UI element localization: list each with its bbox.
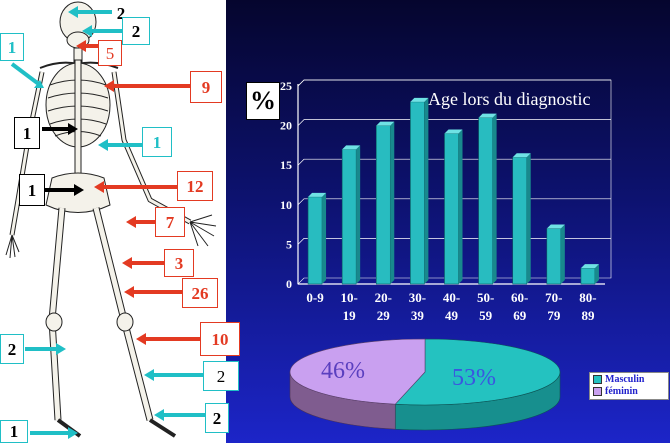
arrowhead (82, 25, 92, 37)
label-hand: 7 (155, 207, 185, 237)
label-hip: 12 (177, 171, 213, 201)
arrowhead (154, 409, 164, 421)
pie-legend: Masculin féminin (589, 372, 669, 400)
label-foot: 1 (0, 420, 28, 443)
arrow-shoulder (10, 62, 42, 87)
chart-title: Age lors du diagnostic (428, 89, 591, 109)
label-ribs-right: 1 (142, 127, 172, 157)
arrowhead (94, 181, 104, 193)
label-face: 5 (98, 40, 122, 66)
label-ankle: 2 (205, 403, 229, 433)
label-tibia-right: 2 (203, 361, 239, 391)
label-tibia-left: 2 (0, 334, 24, 364)
label-femur: 3 (164, 249, 194, 277)
label-chest: 9 (190, 71, 222, 103)
legend-swatch-feminin (593, 386, 602, 396)
arrowhead (104, 80, 114, 92)
label-femur-mid: 26 (182, 278, 218, 308)
left-knee (45, 312, 63, 332)
arrowhead (68, 6, 78, 18)
arrowhead (124, 286, 134, 298)
left-arm (10, 71, 44, 236)
right-hand (189, 214, 217, 247)
spine (74, 59, 82, 181)
label-pelvis: 1 (19, 174, 45, 206)
label-spine: 1 (14, 117, 40, 149)
arrowhead (122, 257, 132, 269)
legend-label-feminin: féminin (605, 385, 638, 397)
arrowhead (34, 80, 44, 88)
label-shoulder: 1 (0, 33, 24, 61)
legend-item-masculin: Masculin (590, 373, 668, 385)
label-skull-top: 2 (116, 3, 126, 23)
arrowhead (98, 139, 108, 151)
arrowhead (56, 343, 66, 355)
label-knee: 10 (200, 322, 240, 356)
left-hand (5, 234, 20, 259)
arrowheads (34, 6, 164, 439)
right-knee (116, 312, 134, 332)
arrowhead (74, 184, 84, 196)
arrowhead (144, 369, 154, 381)
y-axis-label: % (246, 82, 280, 120)
legend-item-feminin: féminin (590, 385, 668, 397)
arrowhead (68, 123, 78, 135)
skeleton-illustration (5, 1, 217, 439)
label-skull-side: 2 (122, 17, 150, 45)
legend-label-masculin: Masculin (605, 373, 645, 385)
legend-swatch-masculin (593, 374, 602, 384)
arrowhead (126, 216, 136, 228)
arrowhead (68, 427, 78, 439)
arrowhead (136, 333, 146, 345)
skeleton-panel: 2 2 5 1 9 1 1 1 12 7 3 26 10 2 2 2 1 (0, 0, 240, 443)
arrowhead (76, 40, 86, 52)
